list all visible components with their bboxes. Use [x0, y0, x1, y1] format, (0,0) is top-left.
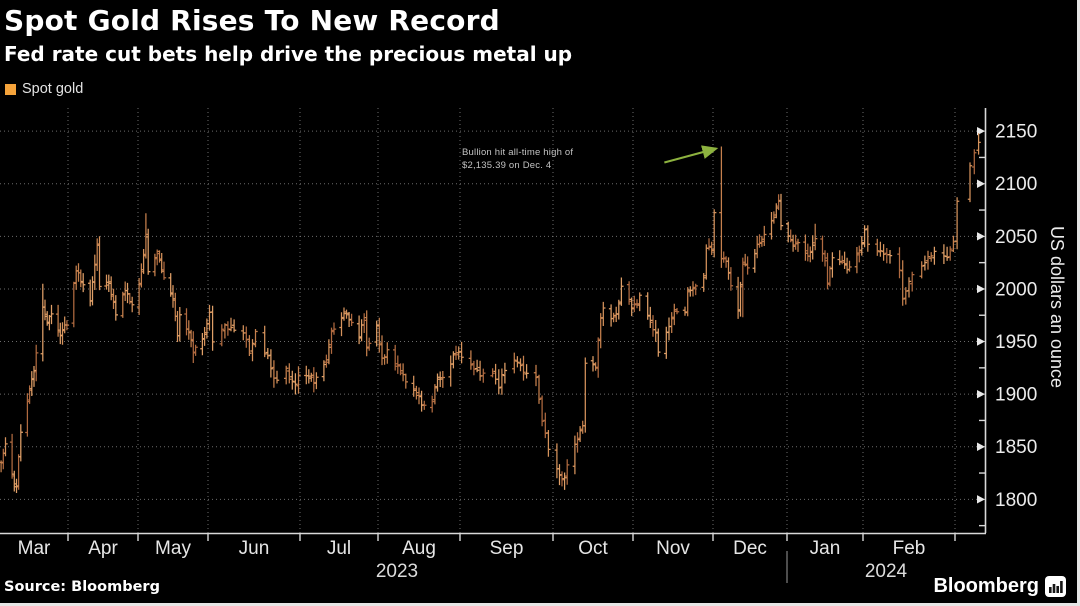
chart-subtitle: Fed rate cut bets help drive the preciou…	[4, 42, 573, 66]
x-month-label: Aug	[402, 538, 436, 559]
legend: Spot gold	[5, 81, 83, 97]
card-edge-right	[1077, 0, 1080, 606]
y-tick-label: 2150	[995, 122, 1037, 143]
source-credit: Source: Bloomberg	[4, 579, 160, 595]
annotation-line-1: Bullion hit all-time high of	[462, 147, 574, 158]
ohlc-bars	[1, 149, 977, 490]
x-month-label: May	[155, 538, 191, 559]
y-axis-major-tick	[977, 179, 985, 188]
y-axis-major-tick	[977, 337, 985, 346]
y-axis-major-tick	[977, 232, 985, 241]
card-edge-bottom	[0, 603, 1080, 606]
y-axis-major-tick	[977, 389, 985, 399]
y-tick-label: 2000	[995, 279, 1037, 300]
bloomberg-wordmark: Bloomberg	[933, 575, 1039, 597]
y-axis-title: US dollars an ounce	[1047, 226, 1067, 388]
x-year-label: 2024	[865, 561, 908, 582]
x-month-label: Jun	[239, 538, 270, 559]
y-tick-label: 2050	[995, 227, 1037, 248]
bloomberg-chart-icon	[1045, 576, 1066, 597]
x-month-label: Mar	[18, 538, 51, 559]
legend-label: Spot gold	[22, 81, 84, 97]
record-high-annotation: Bullion hit all-time high of $2,135.39 o…	[462, 146, 573, 172]
y-tick-label: 1850	[995, 437, 1037, 458]
x-month-label: Sep	[490, 538, 524, 559]
annotation-line-2: $2,135.39 on Dec. 4	[462, 160, 552, 171]
x-month-label: Dec	[733, 538, 767, 559]
y-axis-major-tick	[977, 495, 985, 504]
bloomberg-brand: Bloomberg	[933, 575, 1066, 598]
x-month-label: Apr	[88, 538, 118, 559]
legend-swatch-icon	[5, 83, 16, 95]
y-tick-label: 1800	[995, 490, 1037, 511]
ohlc-bars	[3, 133, 981, 479]
x-month-label: Oct	[578, 538, 608, 559]
y-axis-major-tick	[977, 284, 985, 294]
x-month-label: Jan	[810, 538, 841, 559]
x-month-label: Nov	[656, 538, 690, 559]
x-month-label: Jul	[327, 538, 351, 559]
y-tick-label: 1900	[995, 385, 1037, 406]
chart-title: Spot Gold Rises To New Record	[4, 4, 500, 37]
x-month-label: Feb	[893, 538, 926, 559]
annotation-arrow	[664, 145, 719, 164]
ohlc-bars	[0, 146, 956, 473]
ohlc-bars	[12, 193, 950, 493]
y-axis-major-tick	[977, 442, 985, 451]
y-tick-label: 2100	[995, 174, 1037, 195]
y-tick-label: 1950	[995, 332, 1037, 353]
x-year-label: 2023	[376, 561, 418, 582]
